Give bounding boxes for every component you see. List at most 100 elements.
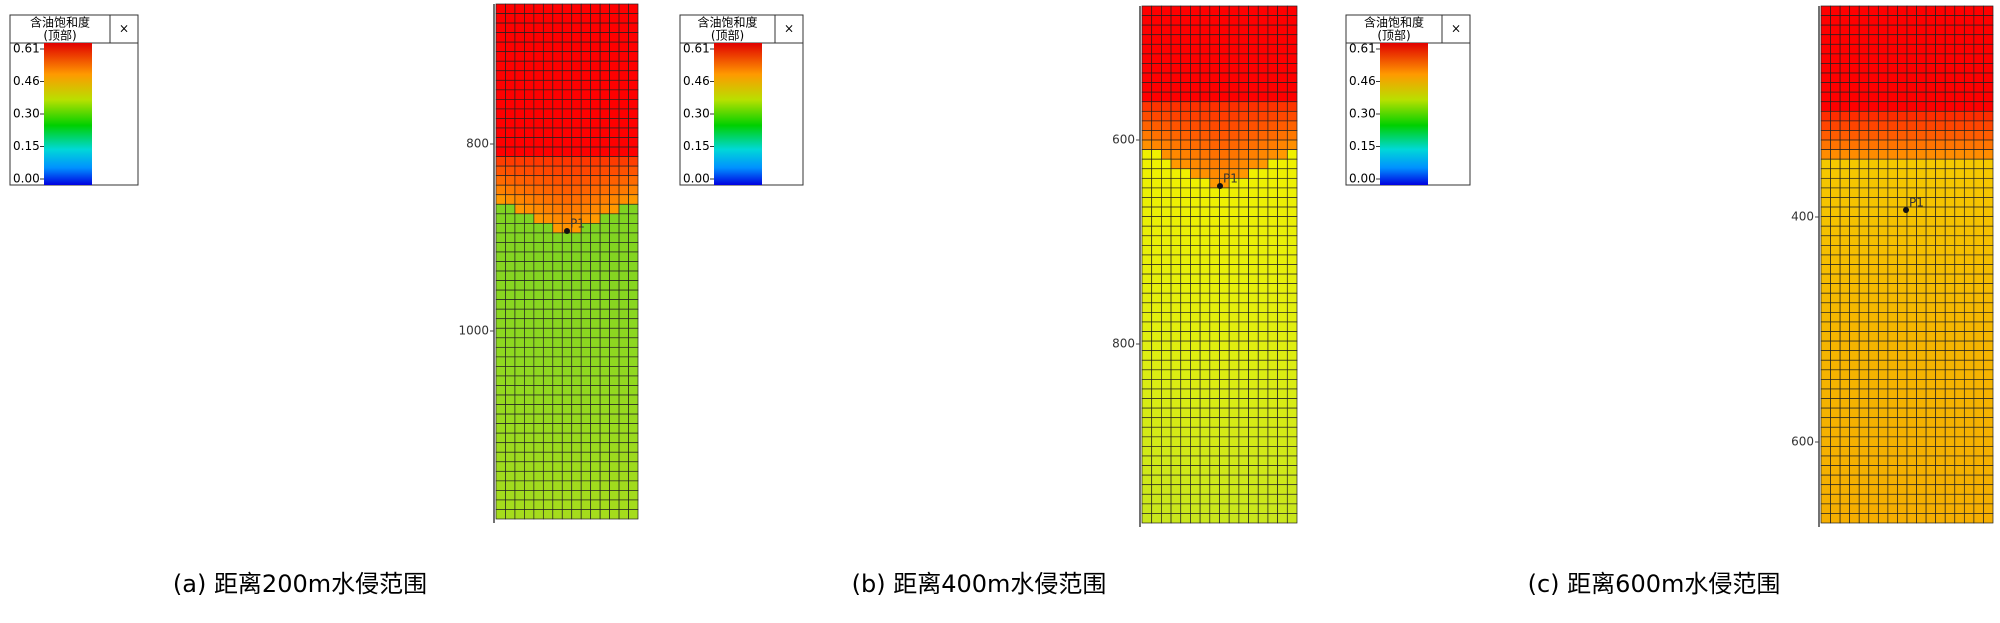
grid-cell — [1877, 139, 1889, 150]
grid-cell — [1973, 331, 1984, 342]
grid-cell — [1858, 72, 1870, 83]
grid-cell — [609, 470, 620, 482]
grid-cell — [1916, 283, 1927, 294]
grid-cell — [609, 203, 620, 215]
grid-cell — [542, 394, 554, 405]
grid-cell — [1963, 503, 1975, 514]
grid-cell — [505, 346, 516, 358]
grid-cell — [580, 356, 592, 367]
grid-cell — [1954, 110, 1965, 122]
grid-cell — [1839, 292, 1851, 304]
grid-cell — [609, 232, 620, 243]
grid-cell — [1963, 359, 1975, 371]
grid-cell — [609, 118, 620, 129]
grid-cell — [1170, 312, 1182, 323]
grid-cell — [1277, 426, 1288, 438]
grid-cell — [533, 413, 544, 424]
grid-cell — [1954, 245, 1965, 256]
legend-close[interactable]: × — [1451, 22, 1461, 36]
grid-cell — [1277, 302, 1288, 313]
grid-cell — [580, 41, 592, 53]
grid-cell — [1963, 321, 1975, 332]
grid-cell — [590, 480, 601, 491]
grid-cell — [1830, 168, 1841, 179]
grid-cell — [1954, 177, 1965, 189]
grid-cell — [1257, 446, 1269, 457]
grid-cell — [1858, 158, 1870, 170]
grid-cell — [1830, 513, 1841, 524]
grid-cell — [1286, 24, 1298, 36]
grid-cell — [1286, 225, 1298, 237]
grid-cell — [1248, 331, 1259, 342]
grid-cell — [1839, 24, 1851, 36]
legend-close[interactable]: × — [784, 22, 794, 36]
grid-cell — [495, 270, 506, 281]
grid-cell — [1209, 436, 1220, 447]
grid-cell — [1199, 465, 1211, 476]
grid-cell — [609, 366, 620, 377]
grid-cell — [1973, 53, 1984, 64]
grid-cell — [514, 60, 525, 72]
grid-cell — [1916, 388, 1927, 399]
grid-cell — [552, 194, 563, 205]
grid-cell — [1839, 312, 1851, 323]
grid-cell — [1849, 436, 1860, 447]
grid-cell — [1141, 312, 1153, 323]
grid-cell — [1906, 484, 1917, 495]
legend-close[interactable]: × — [119, 22, 129, 36]
grid-cell — [1228, 225, 1240, 237]
grid-cell — [1277, 388, 1288, 399]
grid-cell — [1170, 15, 1182, 26]
grid-cell — [1954, 474, 1965, 486]
grid-cell — [1238, 417, 1249, 428]
grid-cell — [1170, 63, 1182, 74]
grid-cell — [1877, 292, 1889, 304]
grid-cell — [590, 127, 601, 138]
grid-cell — [1906, 312, 1917, 323]
grid-cell — [1858, 493, 1870, 505]
grid-cell — [1935, 388, 1946, 399]
grid-cell — [1954, 216, 1965, 227]
grid-cell — [609, 451, 620, 463]
grid-cell — [1141, 503, 1153, 514]
grid-cell — [1916, 24, 1927, 36]
grid-cell — [1868, 91, 1879, 103]
grid-cell — [505, 385, 516, 396]
grid-cell — [495, 480, 506, 491]
grid-cell — [1209, 484, 1220, 495]
grid-cell — [590, 394, 601, 405]
grid-cell — [1248, 120, 1259, 131]
grid-cell — [1916, 149, 1927, 160]
grid-cell — [561, 203, 573, 215]
grid-cell — [514, 461, 525, 472]
grid-cell — [1248, 149, 1259, 160]
grid-cell — [1906, 24, 1917, 36]
grid-cell — [495, 32, 506, 43]
grid-cell — [505, 432, 516, 444]
grid-cell — [1180, 254, 1191, 265]
grid-cell — [609, 156, 620, 167]
grid-cell — [1190, 34, 1201, 45]
grid-cell — [1151, 15, 1162, 26]
grid-cell — [514, 261, 525, 272]
grid-cell — [1839, 216, 1851, 227]
grid-cell — [1141, 177, 1153, 189]
grid-cell — [1906, 5, 1917, 16]
grid-cell — [1858, 340, 1870, 352]
grid-cell — [571, 99, 582, 110]
grid-cell — [1887, 273, 1898, 284]
grid-cell — [1906, 216, 1917, 227]
grid-cell — [1963, 34, 1975, 45]
grid-cell — [1820, 474, 1831, 486]
grid-cell — [1944, 369, 1956, 380]
grid-cell — [599, 79, 610, 91]
grid-cell — [533, 337, 544, 348]
grid-cell — [495, 327, 506, 339]
grid-cell — [609, 60, 620, 72]
grid-cell — [1868, 43, 1879, 55]
grid-cell — [599, 89, 610, 100]
grid-cell — [1858, 15, 1870, 26]
grid-cell — [599, 318, 610, 329]
grid-cell — [1209, 53, 1220, 64]
grid-cell — [1897, 225, 1908, 237]
